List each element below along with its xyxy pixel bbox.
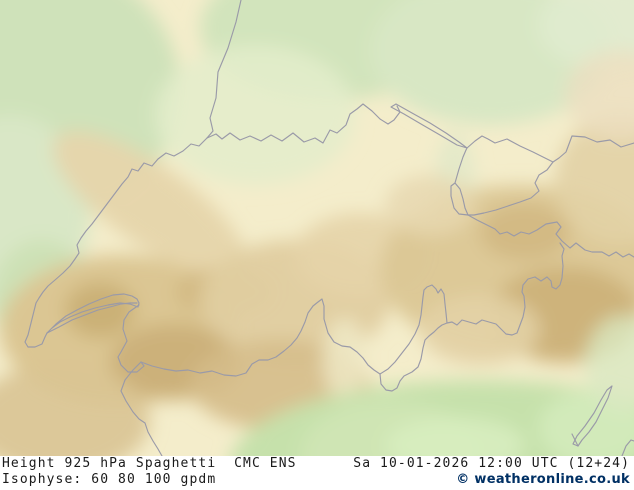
map-footer: Height 925 hPa Spaghetti CMC ENS Sa 10-0… xyxy=(0,456,634,490)
border-graubuenden xyxy=(467,214,634,258)
lake-geneva-border xyxy=(46,302,138,334)
border-german-austrian xyxy=(466,135,554,163)
lake-como xyxy=(572,385,613,447)
border-austria-north xyxy=(467,135,634,216)
product-title: Height 925 hPa Spaghetti CMC ENS xyxy=(2,456,297,471)
country-borders xyxy=(24,0,634,456)
terrain-shading xyxy=(0,0,634,456)
footer-row-2: Isophyse: 60 80 100 gpdm © weatheronline… xyxy=(0,472,634,488)
lake-constance xyxy=(390,103,468,149)
border-ossola-notch xyxy=(379,284,448,375)
copyright-notice: © weatheronline.co.uk xyxy=(456,472,630,487)
map-area xyxy=(0,0,634,456)
border-rhine-north xyxy=(206,0,242,139)
switzerland-terrain-map xyxy=(0,0,634,456)
border-valais-west xyxy=(117,304,145,373)
border-rhine-east xyxy=(206,103,401,144)
valid-datetime: Sa 10-01-2026 12:00 UTC (12+24) xyxy=(353,456,630,471)
lake-como-spur xyxy=(571,433,579,447)
footer-row-1: Height 925 hPa Spaghetti CMC ENS Sa 10-0… xyxy=(0,456,634,472)
lake-geneva xyxy=(46,293,140,334)
border-liechtenstein xyxy=(450,182,469,216)
border-jura xyxy=(24,137,208,348)
border-montblanc-south xyxy=(120,361,163,456)
border-rhine-valley xyxy=(454,147,468,184)
isoline-legend: Isophyse: 60 80 100 gpdm xyxy=(2,472,217,487)
lake-corner-fragment xyxy=(621,439,634,456)
border-italy-south xyxy=(140,242,565,392)
